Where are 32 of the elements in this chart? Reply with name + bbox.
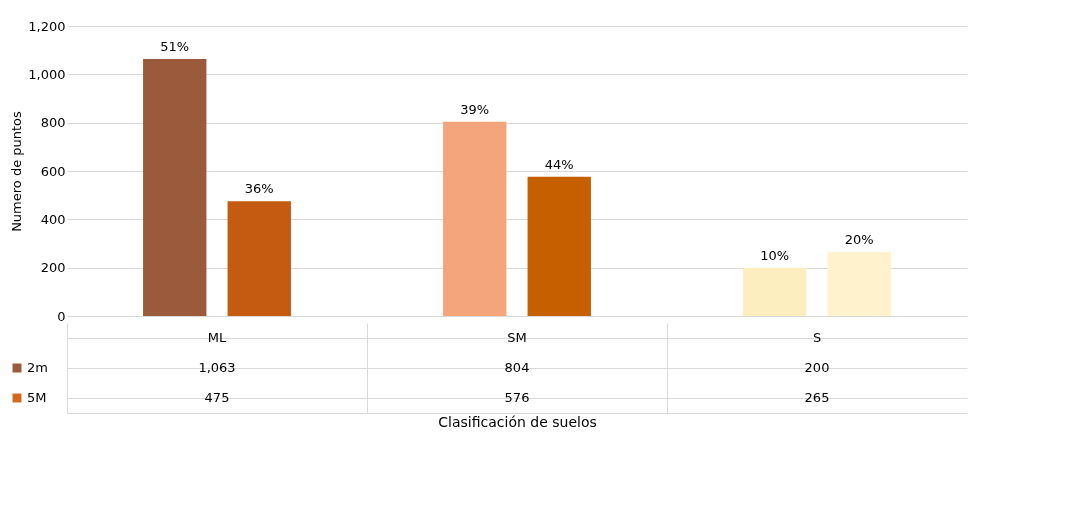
bar xyxy=(527,176,591,316)
data-label: 265 xyxy=(804,390,830,405)
annotation: 44% xyxy=(544,156,574,172)
legend-label: 2m xyxy=(27,360,48,375)
data-label: 200 xyxy=(804,360,830,375)
data-label: 475 xyxy=(204,390,230,405)
y-tick-label: 400 xyxy=(40,211,66,227)
y-tick-label: 200 xyxy=(40,260,66,276)
y-tick-label: 0 xyxy=(57,308,66,324)
y-axis-title: Numero de puntos xyxy=(9,110,25,232)
x-tick-label: S xyxy=(812,330,822,345)
bar xyxy=(743,267,807,316)
annotation: 10% xyxy=(760,247,790,263)
data-label: 576 xyxy=(504,390,530,405)
x-tick-label: ML xyxy=(207,330,227,345)
annotation: 20% xyxy=(844,231,874,247)
bar xyxy=(227,201,291,316)
x-tick-label: SM xyxy=(507,330,527,345)
y-tick-label: 600 xyxy=(40,163,66,179)
data-label: 1,063 xyxy=(198,360,236,375)
y-tick-label: 1,000 xyxy=(28,66,66,82)
bar xyxy=(827,251,891,316)
annotation: 36% xyxy=(244,181,274,197)
bar xyxy=(143,59,207,316)
data-label: 804 xyxy=(504,360,530,375)
y-tick-label: 800 xyxy=(40,115,66,131)
legend-label: 5M xyxy=(27,390,47,405)
annotation: 51% xyxy=(160,39,190,55)
y-tick-label: 1,200 xyxy=(28,18,66,34)
bar xyxy=(443,121,507,316)
x-axis-title: Clasificación de suelos xyxy=(438,413,597,430)
annotation: 39% xyxy=(460,101,490,117)
